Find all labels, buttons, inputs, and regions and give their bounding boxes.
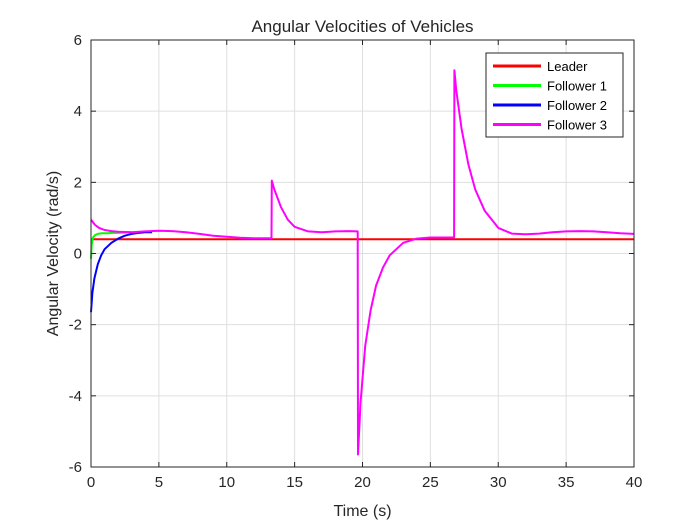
y-axis-label: Angular Velocity (rad/s) xyxy=(45,171,62,336)
y-tick-label: 2 xyxy=(74,174,82,191)
y-tick-label: -4 xyxy=(69,388,82,405)
x-axis-label: Time (s) xyxy=(333,503,391,520)
legend: Leader Follower 1 Follower 2 Follower 3 xyxy=(485,52,624,138)
y-tick-label: -6 xyxy=(69,459,82,476)
x-tick-label: 20 xyxy=(354,474,371,491)
x-tick-label: 10 xyxy=(218,474,235,491)
x-tick-label: 30 xyxy=(490,474,507,491)
legend-label-follower-1: Follower 1 xyxy=(547,79,607,94)
chart-title: Angular Velocities of Vehicles xyxy=(251,17,473,36)
x-tick-label: 5 xyxy=(155,474,163,491)
legend-label-leader: Leader xyxy=(547,59,588,74)
y-tick-label: 0 xyxy=(74,246,82,263)
legend-label-follower-3: Follower 3 xyxy=(547,118,607,133)
x-tick-label: 0 xyxy=(87,474,95,491)
series-line-follower-3 xyxy=(90,69,635,456)
x-tick-label: 40 xyxy=(626,474,643,491)
y-tick-label: 6 xyxy=(74,32,82,49)
axis-ticks: 0 5 10 15 20 25 30 35 40 -6 -4 -2 0 2 4 6 xyxy=(69,32,643,491)
y-tick-label: 4 xyxy=(74,103,82,120)
x-tick-label: 25 xyxy=(422,474,439,491)
legend-label-follower-2: Follower 2 xyxy=(547,98,607,113)
y-tick-label: -2 xyxy=(69,317,82,334)
x-tick-label: 15 xyxy=(286,474,303,491)
series-layer xyxy=(90,69,635,456)
series-line-follower-2 xyxy=(90,231,153,313)
x-tick-label: 35 xyxy=(558,474,575,491)
